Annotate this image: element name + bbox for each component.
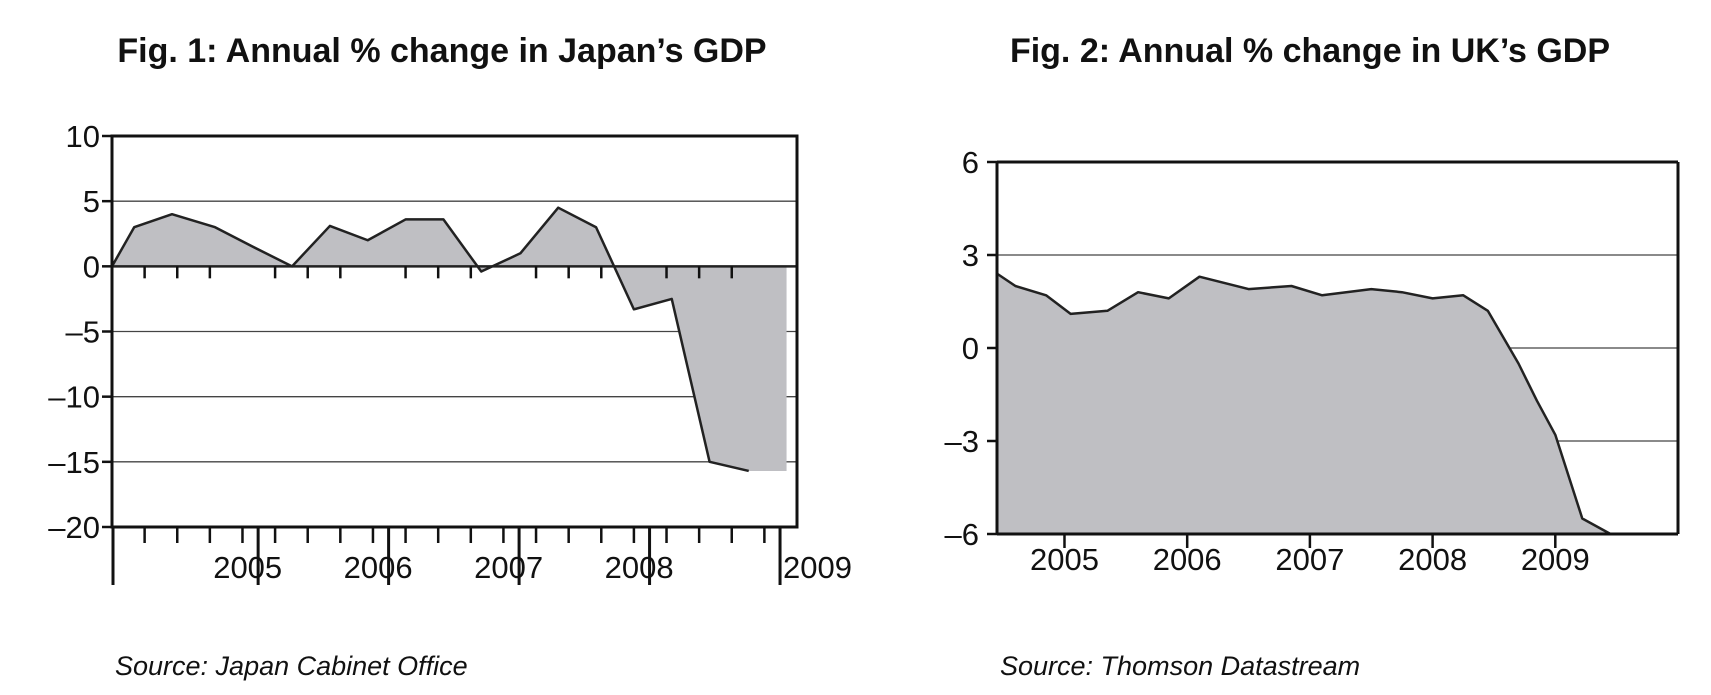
y-tick-label: 0 (962, 331, 979, 366)
chart-title: Fig. 2: Annual % change in UK’s GDP (1010, 32, 1610, 70)
y-tick-label: 6 (962, 145, 979, 180)
x-year-label: 2005 (213, 550, 282, 585)
x-year-label: 2006 (344, 550, 413, 585)
y-tick-label: 0 (83, 249, 100, 284)
y-tick-label: –20 (48, 510, 100, 545)
x-year-label: 2007 (1275, 542, 1344, 577)
y-tick-label: –10 (48, 380, 100, 415)
y-tick-label: –3 (945, 424, 979, 459)
y-tick-label: 3 (962, 238, 979, 273)
x-year-label: 2007 (474, 550, 543, 585)
chart-japan-gdp: Fig. 1: Annual % change in Japan’s GDP 1… (48, 32, 852, 681)
gdp-series-line (110, 206, 750, 473)
x-year-label: 2008 (605, 550, 674, 585)
chart-source: Source: Thomson Datastream (1000, 651, 1360, 681)
y-tick-label: –5 (66, 315, 100, 350)
gdp-series-line (996, 272, 1612, 536)
chart-uk-gdp: Fig. 2: Annual % change in UK’s GDP 6 3 0 –… (945, 32, 1680, 681)
x-year-label: 2006 (1153, 542, 1222, 577)
gdp-area-fill (112, 207, 787, 471)
chart-source: Source: Japan Cabinet Office (115, 651, 468, 681)
y-tick-label: 10 (66, 119, 100, 154)
y-tick-label: –15 (48, 445, 100, 480)
x-year-label: 2008 (1398, 542, 1467, 577)
x-year-label: 2009 (1521, 542, 1590, 577)
y-tick-label: 5 (83, 184, 100, 219)
y-tick-label: –6 (945, 517, 979, 552)
x-year-label: 2005 (1030, 542, 1099, 577)
x-year-label: 2009 (783, 550, 852, 585)
chart-title: Fig. 1: Annual % change in Japan’s GDP (117, 32, 766, 70)
gdp-area-fill (997, 273, 1611, 534)
